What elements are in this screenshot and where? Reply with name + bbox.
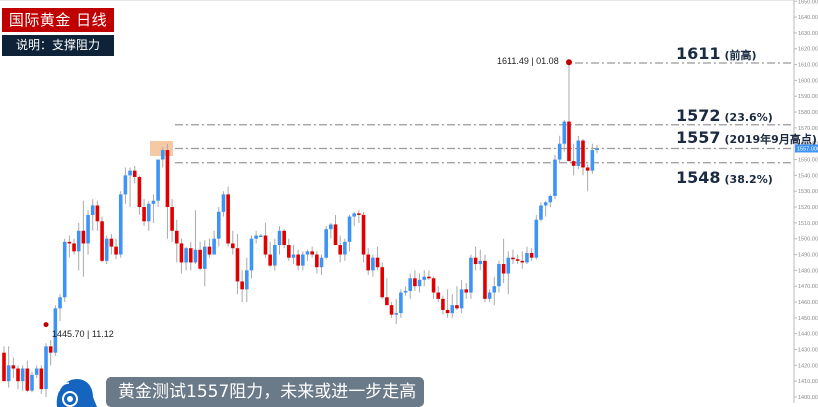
level-label-1611: 1611 (前高) [676, 44, 757, 63]
svg-text:1460.000: 1460.000 [798, 300, 818, 306]
svg-text:1470.000: 1470.000 [798, 284, 818, 290]
level-note: (2019年9月高点) [724, 133, 817, 146]
top-border [0, 0, 794, 1]
level-value: 1548 [676, 168, 721, 187]
svg-text:1480.000: 1480.000 [798, 268, 818, 274]
svg-text:1520.000: 1520.000 [798, 205, 818, 211]
svg-text:1420.000: 1420.000 [798, 363, 818, 369]
svg-text:1610.000: 1610.000 [798, 63, 818, 69]
markers [43, 59, 572, 328]
svg-text:1510.000: 1510.000 [798, 221, 818, 227]
level-note: (23.6%) [724, 111, 773, 124]
svg-text:1570.000: 1570.000 [798, 126, 818, 132]
candles [2, 62, 599, 397]
svg-text:1650.000: 1650.000 [798, 0, 818, 5]
level-value: 1611 [676, 44, 721, 63]
level-lines [175, 62, 792, 164]
svg-text:1557.000: 1557.000 [797, 146, 818, 152]
svg-text:1640.000: 1640.000 [798, 15, 818, 21]
svg-text:1540.000: 1540.000 [798, 173, 818, 179]
level-note: (38.2%) [724, 173, 773, 186]
svg-text:1500.000: 1500.000 [798, 237, 818, 243]
svg-text:1550.000: 1550.000 [798, 158, 818, 164]
svg-text:1590.000: 1590.000 [798, 94, 818, 100]
level-value: 1557 [676, 128, 721, 147]
svg-text:1600.000: 1600.000 [798, 78, 818, 84]
high-annotation: 1611.49 | 01.08 [496, 56, 559, 67]
level-value: 1572 [676, 106, 721, 125]
caption-banner: 黄金测试1557阻力，未来或进一步走高 [106, 377, 424, 407]
chart-subtitle-badge: 说明：支撑阻力 [2, 35, 114, 56]
svg-text:1450.000: 1450.000 [798, 316, 818, 322]
level-label-1548: 1548 (38.2%) [676, 168, 773, 187]
level-label-1572: 1572 (23.6%) [676, 106, 773, 125]
chart-title-badge: 国际黄金 日线 [2, 8, 114, 32]
svg-text:1580.000: 1580.000 [798, 110, 818, 116]
svg-text:1630.000: 1630.000 [798, 31, 818, 37]
svg-text:1400.000: 1400.000 [798, 395, 818, 401]
level-label-1557: 1557 (2019年9月高点) [676, 128, 817, 147]
svg-text:1490.000: 1490.000 [798, 253, 818, 259]
svg-text:1530.000: 1530.000 [798, 189, 818, 195]
svg-text:1430.000: 1430.000 [798, 348, 818, 354]
svg-text:1410.000: 1410.000 [798, 379, 818, 385]
svg-text:1620.000: 1620.000 [798, 47, 818, 53]
level-note: (前高) [724, 49, 757, 62]
svg-text:1440.000: 1440.000 [798, 332, 818, 338]
price-axis: 1400.000 1410.000 1420.000 1430.000 1440.000… [793, 0, 818, 403]
low-annotation: 1445.70 | 11.12 [52, 328, 114, 339]
